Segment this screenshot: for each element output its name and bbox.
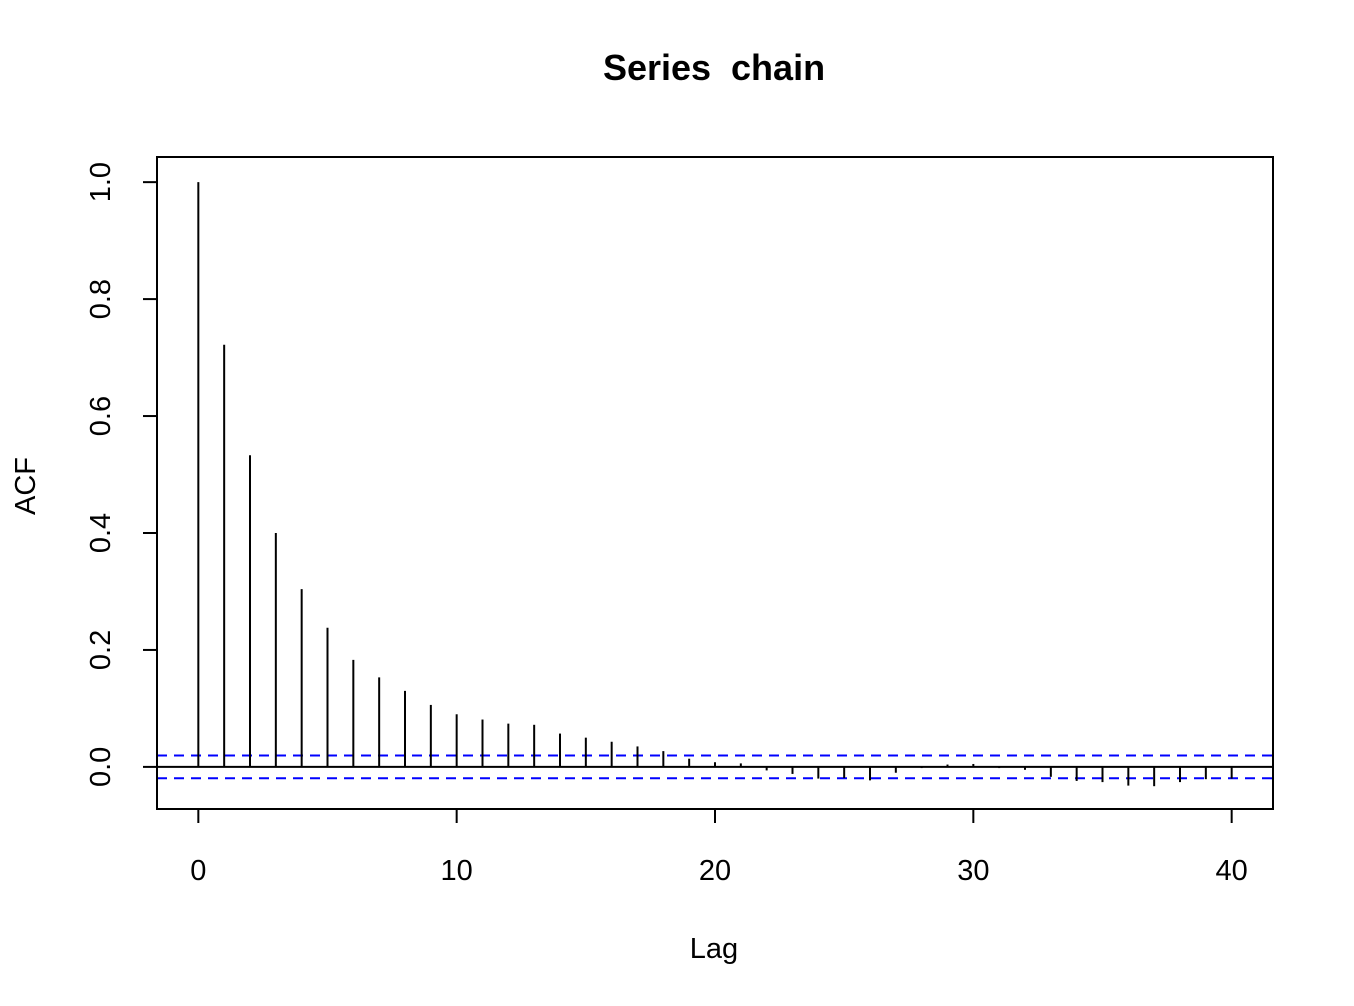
x-tick-label: 30 — [957, 855, 989, 887]
plot-frame — [156, 156, 1274, 810]
y-tick-label: 0.8 — [85, 279, 117, 319]
y-axis-label: ACF — [10, 457, 42, 515]
y-axis: 0.0 0.2 0.4 0.6 0.8 1.0 — [85, 162, 158, 787]
y-tick-label: 0.2 — [85, 630, 117, 670]
x-axis-label: Lag — [690, 933, 738, 965]
x-tick-label: 10 — [441, 855, 473, 887]
chart-title: Series chain — [603, 47, 825, 88]
y-tick-label: 0.6 — [85, 396, 117, 436]
y-tick-label: 0.0 — [85, 747, 117, 787]
x-tick-label: 0 — [190, 855, 206, 887]
y-tick-label: 0.4 — [85, 513, 117, 553]
x-tick-label: 20 — [699, 855, 731, 887]
acf-bars — [197, 182, 1233, 787]
x-axis: 0 10 20 30 40 — [190, 808, 1248, 887]
x-tick-label: 40 — [1216, 855, 1248, 887]
y-tick-label: 1.0 — [85, 162, 117, 202]
